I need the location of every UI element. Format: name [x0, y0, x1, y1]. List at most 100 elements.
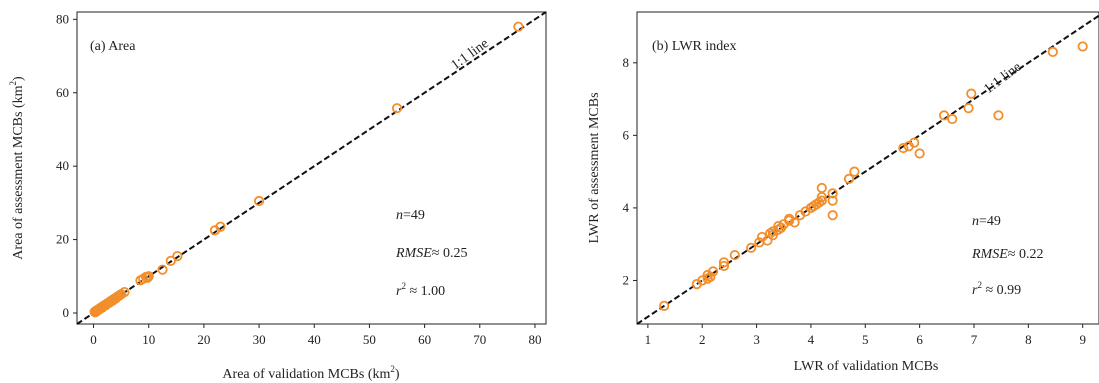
panel-b-points — [659, 41, 1088, 311]
panel-a-frame — [76, 11, 547, 325]
panel-b-one-to-one-label: 1:1 line — [981, 60, 1024, 97]
panel-a-ylabel-tail: ) — [11, 76, 26, 81]
panel-a-data-point — [157, 264, 168, 275]
panel-b-lwr: 1 2 3 4 5 6 7 8 9 2 4 6 8 (b) LWR index 1:1 line n=4… — [587, 11, 1099, 374]
panel-b-data-point — [718, 257, 730, 268]
panel-b-rmse-label: RMSE — [971, 247, 1008, 262]
panel-b-data-point — [746, 242, 757, 253]
panel-a-ytick-label: 0 — [63, 305, 70, 320]
panel-b-xtick-label: 9 — [1079, 332, 1086, 347]
panel-b-data-point — [697, 275, 708, 286]
panel-a-ytick-label: 80 — [56, 11, 69, 26]
panel-b-data-point — [966, 88, 977, 99]
panel-a-xtick-label: 10 — [142, 332, 155, 347]
panel-b-data-point — [659, 300, 670, 311]
panel-b-data-point — [827, 188, 838, 199]
panel-b-data-point — [816, 182, 827, 194]
panel-a-data-point — [391, 103, 403, 114]
panel-b-ylabel: LWR of assessment MCBs — [587, 92, 602, 243]
panel-b-data-point — [827, 195, 838, 206]
panel-b-data-point — [729, 249, 740, 261]
panel-b-r2-label: r — [972, 283, 978, 298]
panel-b-data-point — [765, 228, 776, 239]
panel-b-xtick-label: 4 — [808, 332, 815, 347]
panel-b-xlabel: LWR of validation MCBs — [794, 359, 939, 374]
panel-b-data-point — [914, 148, 925, 159]
panel-b-xtick-label: 7 — [971, 332, 978, 347]
panel-a-ylabel-text: Area of assessment MCBs (km — [11, 85, 26, 259]
panel-a-data-point — [142, 272, 153, 283]
panel-a-rmse-label: RMSE — [395, 246, 432, 261]
panel-b-ytick-label: 8 — [623, 55, 630, 70]
panel-b-ytick-label: 6 — [623, 127, 630, 142]
panel-b-data-point — [1077, 41, 1088, 52]
panel-b-data-point — [789, 217, 800, 228]
panel-b-rmse-stat: RMSE≈ 0.22 — [971, 247, 1043, 262]
panel-b-r2-value: ≈ 0.99 — [982, 283, 1021, 298]
panel-b-n-value: =49 — [979, 214, 1001, 229]
panel-b-data-point — [718, 260, 730, 272]
panel-b-data-point — [963, 103, 974, 114]
panel-a-xtick-label: 70 — [473, 332, 486, 347]
panel-a-n-label: n — [396, 208, 403, 223]
panel-b-data-point — [775, 222, 787, 233]
panel-a-ytick-label: 20 — [56, 232, 69, 247]
panel-a-r2-label: r — [396, 284, 402, 299]
panel-a-ytick-label: 60 — [56, 85, 69, 100]
panel-b-data-point — [938, 110, 950, 121]
panel-b-xtick-label: 2 — [699, 332, 706, 347]
panel-a-xlabel-text: Area of validation MCBs (km — [222, 367, 390, 382]
panel-b-r2-stat: r2 ≈ 0.99 — [972, 280, 1021, 298]
panel-a-r2-stat: r2 ≈ 1.00 — [396, 281, 445, 299]
panel-b-xtick-label: 5 — [862, 332, 869, 347]
panel-a-r2-sup: 2 — [401, 281, 406, 291]
panel-b-data-point — [898, 142, 909, 154]
panel-b-data-point — [705, 271, 716, 282]
panel-b-ticks: 1 2 3 4 5 6 7 8 9 2 4 6 8 — [623, 55, 1086, 347]
panel-a-xtick-label: 80 — [528, 332, 541, 347]
panel-a-xtick-label: 20 — [197, 332, 210, 347]
panel-b-xtick-label: 1 — [645, 332, 652, 347]
panel-a-one-to-one-line — [76, 11, 547, 325]
panel-b-data-point — [849, 166, 860, 177]
panel-a-xtick-label: 60 — [418, 332, 431, 347]
panel-b-r2-sup: 2 — [977, 280, 982, 290]
panel-a-data-point — [215, 221, 226, 232]
panel-b-data-point — [843, 173, 855, 184]
panel-a-xlabel-sup: 2 — [390, 364, 395, 374]
panel-b-xtick-label: 6 — [916, 332, 923, 347]
panel-b-label: (b) LWR index — [652, 39, 737, 54]
panel-a-ticks: 0 10 20 30 40 50 60 70 80 0 20 40 60 80 — [56, 11, 541, 347]
panel-a-xlabel: Area of validation MCBs (km2) — [222, 364, 399, 382]
panel-b-frame — [636, 11, 1099, 325]
panel-a-data-point — [253, 195, 265, 207]
panel-a-xtick-label: 30 — [253, 332, 266, 347]
panel-a-data-point — [165, 255, 176, 266]
panel-b-data-point — [707, 266, 719, 277]
panel-a-ylabel-sup: 2 — [8, 81, 18, 86]
panel-b-one-to-one-line — [636, 14, 1099, 325]
panel-a-ylabel: Area of assessment MCBs (km2) — [8, 76, 26, 260]
panel-b-xtick-label: 3 — [753, 332, 760, 347]
panel-b-data-point — [827, 210, 838, 221]
panel-b-xtick-label: 8 — [1025, 332, 1032, 347]
panel-b-data-point — [993, 110, 1004, 121]
panel-a-n-value: =49 — [403, 208, 425, 223]
panel-a-xtick-label: 0 — [90, 332, 97, 347]
panel-b-rmse-value: ≈ 0.22 — [1008, 247, 1044, 262]
panel-a-xtick-label: 50 — [363, 332, 376, 347]
panel-a-data-point — [513, 21, 524, 32]
panel-a-xlabel-tail: ) — [395, 367, 400, 382]
panel-b-data-point — [909, 137, 920, 148]
panel-b-ytick-label: 4 — [623, 200, 630, 215]
panel-a-rmse-stat: RMSE≈ 0.25 — [395, 246, 467, 261]
panel-b-ytick-label: 2 — [623, 272, 630, 287]
panel-a-r2-value: ≈ 1.00 — [406, 284, 445, 299]
panel-b-data-point — [1047, 46, 1058, 58]
panel-b-data-point — [947, 113, 958, 125]
panel-a-points — [89, 21, 524, 318]
panel-a-data-point — [172, 250, 183, 262]
panel-a-one-to-one-label: 1:1 line — [449, 36, 492, 73]
panel-b-data-point — [754, 237, 765, 248]
